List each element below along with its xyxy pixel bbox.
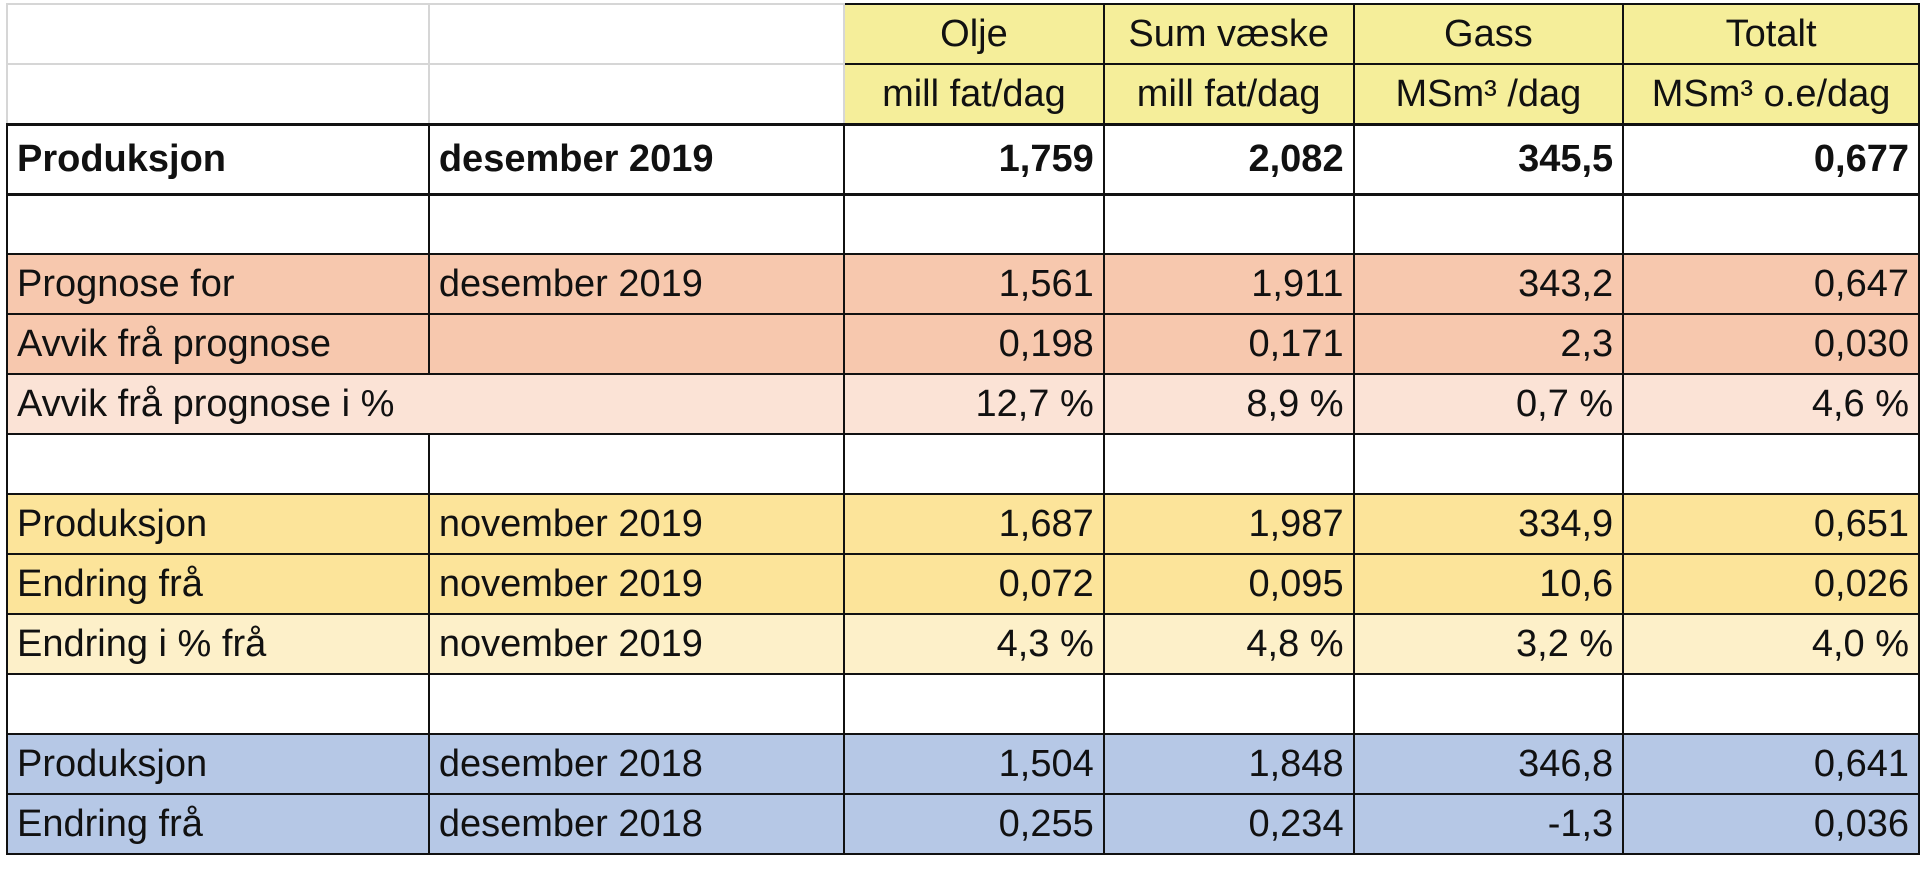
row-label: Avvik frå prognose i %: [6, 373, 429, 435]
table-row-deviation: Avvik frå prognose 0,198 0,171 2,3 0,030: [6, 313, 1920, 375]
value-totalt: 0,026: [1622, 553, 1920, 615]
value-olje: 1,687: [843, 493, 1105, 555]
blank-cell: [6, 63, 430, 125]
value-gass: 0,7 %: [1352, 373, 1625, 435]
empty-cell: [428, 373, 846, 435]
value-gass: -1,3: [1352, 793, 1625, 855]
value-sum-vaeske: 8,9 %: [1102, 373, 1355, 435]
unit-gass: MSm³ /dag: [1352, 63, 1625, 125]
value-olje: 0,072: [843, 553, 1105, 615]
row-period: [427, 313, 846, 375]
value-totalt: 0,647: [1622, 253, 1920, 315]
empty-cell: [6, 193, 430, 255]
value-totalt: 0,651: [1622, 493, 1920, 555]
value-gass: 10,6: [1352, 553, 1625, 615]
value-olje: 1,504: [843, 733, 1105, 795]
value-sum-vaeske: 1,848: [1102, 733, 1355, 795]
row-label: Endring frå: [6, 793, 430, 855]
col-header-sum-vaeske: Sum væske: [1102, 3, 1355, 65]
row-label: Produksjon: [6, 122, 430, 196]
empty-cell: [1352, 193, 1625, 255]
empty-cell: [427, 433, 846, 495]
table-row-prev-month: Produksjon november 2019 1,687 1,987 334…: [6, 493, 1920, 555]
row-period: november 2019: [427, 553, 846, 615]
spacer-row: [6, 433, 1920, 495]
value-sum-vaeske: 4,8 %: [1102, 613, 1355, 675]
value-gass: 3,2 %: [1352, 613, 1625, 675]
row-period: november 2019: [427, 613, 846, 675]
empty-cell: [6, 673, 430, 735]
row-period: desember 2019: [427, 253, 846, 315]
row-period: desember 2018: [427, 793, 846, 855]
blank-cell: [427, 3, 846, 65]
row-label: Produksjon: [6, 493, 430, 555]
header-row-names: Olje Sum væske Gass Totalt: [6, 3, 1920, 65]
value-totalt: 0,641: [1622, 733, 1920, 795]
value-olje: 12,7 %: [843, 373, 1105, 435]
table-row-change-month-pct: Endring i % frå november 2019 4,3 % 4,8 …: [6, 613, 1920, 675]
table-row-change-month: Endring frå november 2019 0,072 0,095 10…: [6, 553, 1920, 615]
value-olje: 0,255: [843, 793, 1105, 855]
empty-cell: [1622, 193, 1920, 255]
value-gass: 2,3: [1352, 313, 1625, 375]
table-row-change-year: Endring frå desember 2018 0,255 0,234 -1…: [6, 793, 1920, 855]
unit-sum-vaeske: mill fat/dag: [1102, 63, 1355, 125]
empty-cell: [1352, 433, 1625, 495]
empty-cell: [1102, 673, 1355, 735]
value-totalt: 4,6 %: [1622, 373, 1920, 435]
table-row-deviation-pct: Avvik frå prognose i % 12,7 % 8,9 % 0,7 …: [6, 373, 1920, 435]
empty-cell: [1102, 193, 1355, 255]
empty-cell: [427, 193, 846, 255]
value-gass: 334,9: [1352, 493, 1625, 555]
value-totalt: 0,677: [1622, 122, 1920, 196]
value-olje: 0,198: [843, 313, 1105, 375]
value-totalt: 0,036: [1622, 793, 1920, 855]
row-label: Prognose for: [6, 253, 430, 315]
col-header-gass: Gass: [1352, 3, 1625, 65]
col-header-olje: Olje: [843, 3, 1105, 65]
table-row-main: Produksjon desember 2019 1,759 2,082 345…: [6, 122, 1920, 196]
empty-cell: [6, 433, 430, 495]
blank-cell: [6, 3, 430, 65]
spacer-row: [6, 673, 1920, 735]
row-label: Endring frå: [6, 553, 430, 615]
value-totalt: 0,030: [1622, 313, 1920, 375]
header-row-units: mill fat/dag mill fat/dag MSm³ /dag MSm³…: [6, 63, 1920, 125]
value-sum-vaeske: 1,987: [1102, 493, 1355, 555]
row-label: Endring i % frå: [6, 613, 430, 675]
row-period: desember 2018: [427, 733, 846, 795]
empty-cell: [1622, 433, 1920, 495]
empty-cell: [1102, 433, 1355, 495]
empty-cell: [843, 433, 1105, 495]
col-header-totalt: Totalt: [1622, 3, 1920, 65]
value-gass: 343,2: [1352, 253, 1625, 315]
value-gass: 345,5: [1352, 122, 1625, 196]
value-gass: 346,8: [1352, 733, 1625, 795]
table-row-forecast: Prognose for desember 2019 1,561 1,911 3…: [6, 253, 1920, 315]
value-olje: 4,3 %: [843, 613, 1105, 675]
spacer-row: [6, 193, 1920, 255]
value-sum-vaeske: 0,171: [1102, 313, 1355, 375]
value-olje: 1,759: [843, 122, 1105, 196]
value-sum-vaeske: 0,095: [1102, 553, 1355, 615]
production-table: Olje Sum væske Gass Totalt mill fat/dag …: [6, 3, 1920, 855]
value-sum-vaeske: 1,911: [1102, 253, 1355, 315]
empty-cell: [843, 193, 1105, 255]
empty-cell: [843, 673, 1105, 735]
empty-cell: [1352, 673, 1625, 735]
unit-totalt: MSm³ o.e/dag: [1622, 63, 1920, 125]
row-label: Produksjon: [6, 733, 430, 795]
row-label: Avvik frå prognose: [6, 313, 430, 375]
value-totalt: 4,0 %: [1622, 613, 1920, 675]
row-period: desember 2019: [427, 122, 846, 196]
blank-cell: [427, 63, 846, 125]
unit-olje: mill fat/dag: [843, 63, 1105, 125]
value-sum-vaeske: 0,234: [1102, 793, 1355, 855]
row-period: november 2019: [427, 493, 846, 555]
table-row-prev-year: Produksjon desember 2018 1,504 1,848 346…: [6, 733, 1920, 795]
empty-cell: [427, 673, 846, 735]
value-olje: 1,561: [843, 253, 1105, 315]
empty-cell: [1622, 673, 1920, 735]
value-sum-vaeske: 2,082: [1102, 122, 1355, 196]
